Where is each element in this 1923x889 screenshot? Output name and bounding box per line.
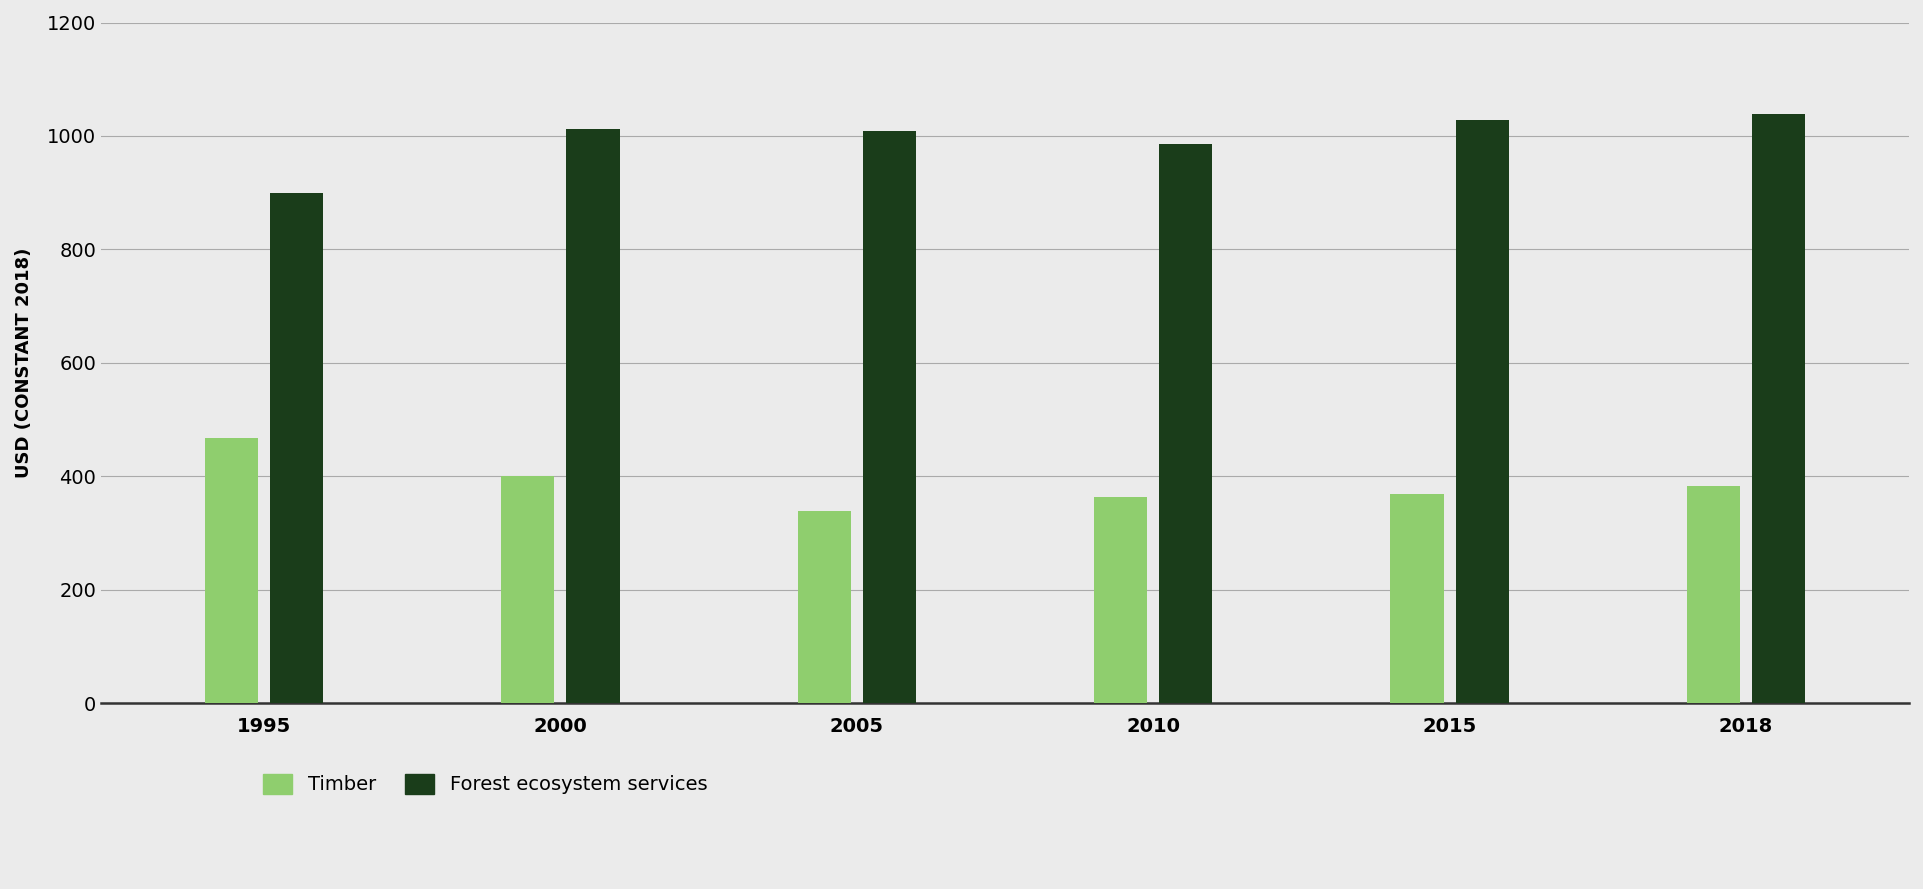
Bar: [1752, 115, 1804, 703]
Bar: [1158, 144, 1211, 703]
Bar: [565, 129, 619, 703]
Bar: [269, 193, 323, 703]
Legend: Timber, Forest ecosystem services: Timber, Forest ecosystem services: [256, 766, 715, 802]
Bar: [500, 477, 554, 703]
Bar: [1094, 497, 1146, 703]
Bar: [1686, 486, 1738, 703]
Bar: [204, 438, 258, 703]
Bar: [1456, 120, 1508, 703]
Bar: [798, 511, 850, 703]
Bar: [862, 132, 915, 703]
Y-axis label: USD (CONSTANT 2018): USD (CONSTANT 2018): [15, 248, 33, 478]
Bar: [1390, 494, 1442, 703]
